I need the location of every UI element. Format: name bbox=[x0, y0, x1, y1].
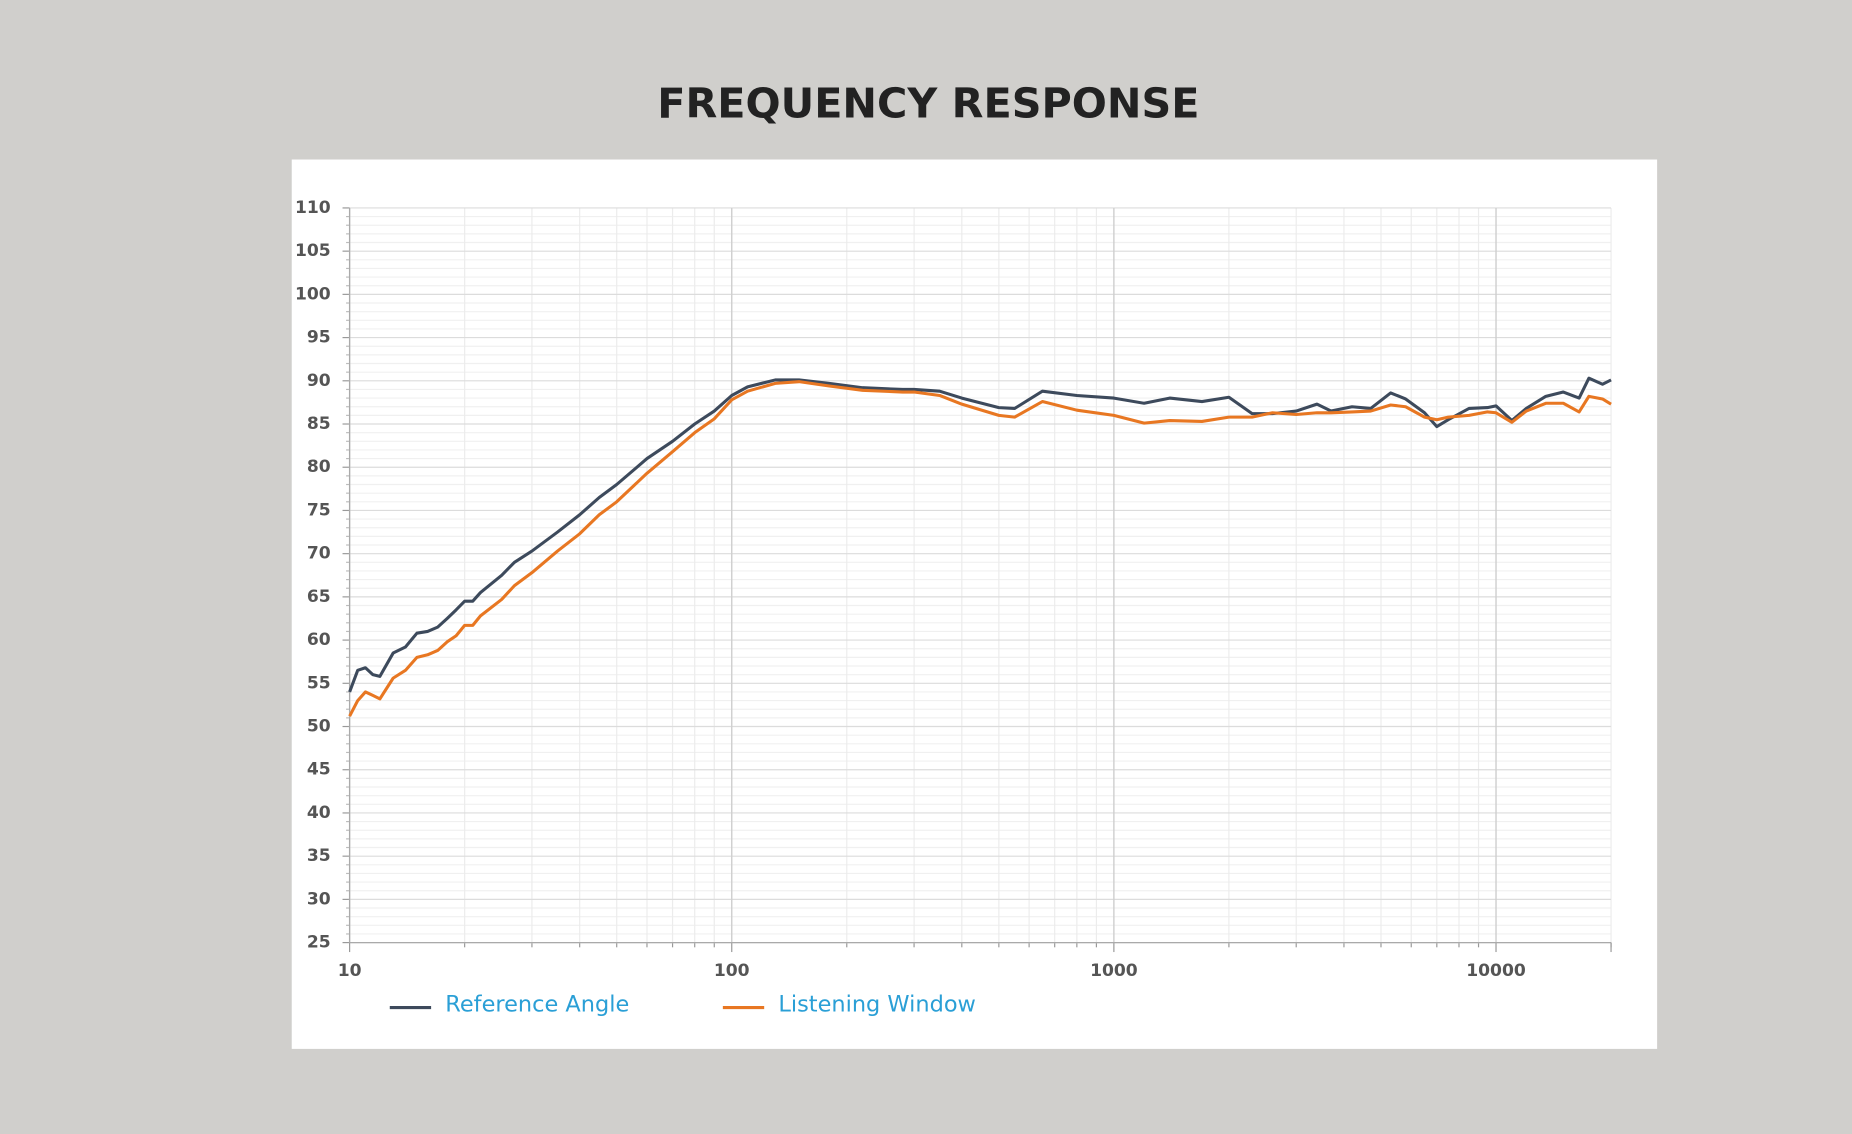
y-tick-label: 55 bbox=[307, 673, 331, 693]
y-tick-label: 35 bbox=[307, 846, 331, 866]
x-tick-label: 10000 bbox=[1466, 961, 1526, 981]
x-tick-label: 100 bbox=[714, 961, 750, 981]
x-tick-label: 1000 bbox=[1090, 961, 1138, 981]
legend-label: Reference Angle bbox=[445, 992, 629, 1018]
legend-label: Listening Window bbox=[778, 992, 976, 1018]
panel bbox=[291, 159, 1658, 1049]
y-tick-label: 45 bbox=[307, 760, 331, 780]
y-tick-label: 60 bbox=[307, 630, 331, 650]
series-line bbox=[348, 376, 1612, 693]
y-tick-label: 65 bbox=[307, 587, 331, 607]
y-tick-label: 105 bbox=[295, 241, 331, 261]
y-tick-label: 100 bbox=[295, 284, 331, 304]
y-tick-label: 40 bbox=[307, 803, 331, 823]
y-tick-label: 30 bbox=[307, 889, 331, 909]
y-tick-label: 75 bbox=[307, 500, 331, 520]
y-tick-label: 50 bbox=[307, 717, 331, 737]
x-tick-label: 10 bbox=[338, 961, 362, 981]
y-tick-label: 85 bbox=[307, 414, 331, 434]
y-tick-label: 95 bbox=[307, 328, 331, 348]
y-tick-label: 90 bbox=[307, 371, 331, 391]
y-tick-label: 25 bbox=[307, 933, 331, 953]
chart-title: FREQUENCY RESPONSE bbox=[657, 79, 1199, 127]
y-tick-label: 110 bbox=[295, 198, 331, 218]
y-tick-label: 70 bbox=[307, 544, 331, 564]
y-tick-label: 80 bbox=[307, 457, 331, 477]
series-line bbox=[348, 380, 1612, 717]
